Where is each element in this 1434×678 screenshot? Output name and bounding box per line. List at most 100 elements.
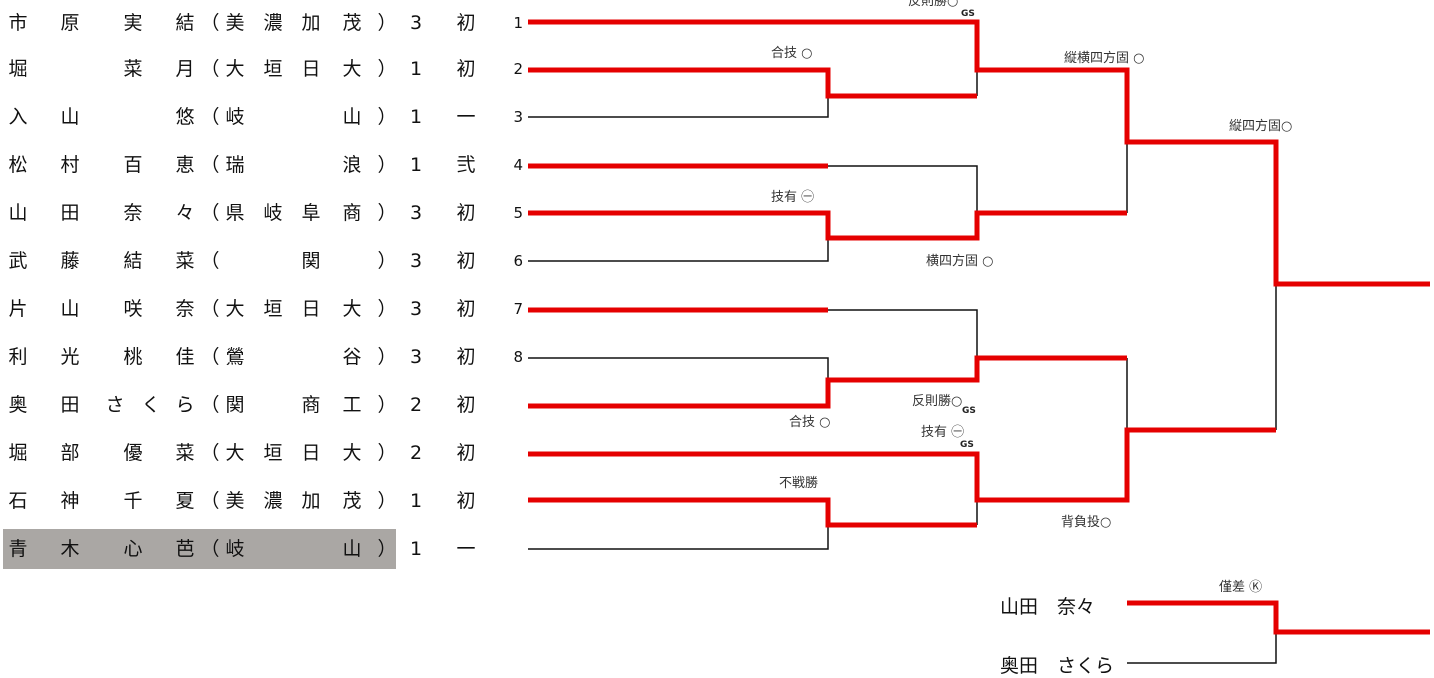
- school-name-char: 岐: [225, 106, 245, 128]
- given-name-char: 実: [123, 12, 143, 34]
- paren-close: ）: [377, 12, 397, 34]
- dan-rank: 初: [456, 58, 476, 80]
- grade: 1: [409, 106, 423, 128]
- school-name-char: 日: [301, 58, 321, 80]
- school-name-char: 日: [301, 442, 321, 464]
- bracket-line-loser: [528, 96, 829, 118]
- paren-close: ）: [377, 298, 397, 320]
- grade: 3: [409, 298, 423, 320]
- school-name-char: 大: [225, 298, 245, 320]
- draw-number: 6: [513, 252, 523, 270]
- bracket-line-winner: [528, 355, 1127, 409]
- family-name-char: 田: [60, 394, 80, 416]
- entrant-row: 奥 田 さくら（関 商工 ） 2 初: [0, 382, 520, 428]
- family-name-char: 村: [60, 154, 80, 176]
- dan-rank: 初: [456, 202, 476, 224]
- school-name-char: 山: [342, 106, 362, 128]
- entrant-row: 青 木 心 芭（岐 山 ） 1 一: [0, 526, 520, 572]
- school-name-char: 美: [225, 490, 245, 512]
- school-name-char: 濃: [263, 490, 283, 512]
- bracket-line-winner: [528, 67, 977, 99]
- given-name-char: 結: [123, 250, 143, 272]
- bracket-line-winner: [528, 427, 1276, 503]
- paren-close: ）: [377, 202, 397, 224]
- family-name-char: 藤: [60, 250, 80, 272]
- school-name-char: 工: [342, 394, 362, 416]
- result-label: 背負投○: [1061, 515, 1112, 530]
- draw-number: 2: [513, 60, 523, 78]
- bracket-line-loser: [528, 525, 829, 550]
- family-name-char: 利: [8, 346, 28, 368]
- given-name-char: 百: [123, 154, 143, 176]
- bracket-line-winner: [1127, 600, 1430, 635]
- paren-close: ）: [377, 538, 397, 560]
- family-name-char: 松: [8, 154, 28, 176]
- result-label: 縦横四方固 ○: [1064, 51, 1145, 66]
- given-name-char: 悠: [175, 106, 195, 128]
- paren-open: （: [200, 202, 220, 224]
- given-name-char: く: [141, 394, 161, 416]
- school-name-char: 垣: [263, 298, 283, 320]
- school-name-char: 関: [225, 394, 245, 416]
- school-name-char: 県: [225, 202, 245, 224]
- dan-rank: 初: [456, 298, 476, 320]
- family-name-char: 入: [8, 106, 28, 128]
- grade: 3: [409, 202, 423, 224]
- school-name-char: 山: [342, 538, 362, 560]
- entrant-row: 武 藤 結 菜（ 関 ） 3 初 6: [0, 238, 523, 284]
- result-label: 合技 ○: [789, 415, 831, 430]
- school-name-char: 瑞: [225, 154, 245, 176]
- family-name-char: 山: [8, 202, 28, 224]
- result-label: 技有 ㊀: [771, 190, 815, 205]
- family-name-char: 青: [8, 538, 28, 560]
- entrant-row: 片山咲奈（大垣日大） 3 初 7: [0, 286, 523, 332]
- school-name-char: 加: [301, 12, 321, 34]
- draw-number: 3: [513, 108, 523, 126]
- given-name-char: 芭: [175, 538, 195, 560]
- paren-close: ）: [377, 442, 397, 464]
- bracket-line-loser: [528, 357, 829, 380]
- family-name-char: 武: [8, 250, 28, 272]
- dan-rank: 初: [456, 346, 476, 368]
- school-name-char: 浪: [342, 154, 362, 176]
- entrant-row: 利 光 桃 佳（鶯 谷 ） 3 初 8: [0, 334, 523, 380]
- highlight-background: [3, 529, 396, 569]
- paren-close: ）: [377, 58, 397, 80]
- grade: 1: [409, 58, 423, 80]
- family-name-char: 神: [60, 490, 80, 512]
- school-name-char: 茂: [342, 490, 362, 512]
- entrant-row: 山 田 奈 々（県岐阜商 ） 3 初 5: [0, 190, 523, 236]
- given-name-char: 千: [123, 490, 143, 512]
- given-name-char: 奈: [175, 298, 195, 320]
- bracket-line-loser: [528, 238, 829, 262]
- result-label: 不戦勝: [779, 476, 819, 491]
- draw-number: 4: [513, 156, 523, 174]
- family-name-char: 山: [60, 298, 80, 320]
- family-name-char: 原: [60, 12, 80, 34]
- school-name-char: 岐: [225, 538, 245, 560]
- paren-open: （: [200, 442, 220, 464]
- paren-open: （: [200, 58, 220, 80]
- school-name-char: 美: [225, 12, 245, 34]
- paren-close: ）: [377, 250, 397, 272]
- given-name-char: 佳: [175, 346, 195, 368]
- school-name-char: 垣: [263, 58, 283, 80]
- given-name-char: 々: [175, 202, 195, 224]
- paren-open: （: [200, 12, 220, 34]
- bracket-line-loser: [1127, 632, 1277, 664]
- result-label: 僅差 Ⓚ: [1219, 580, 1263, 595]
- dan-rank: 初: [456, 442, 476, 464]
- school-name-char: 大: [342, 298, 362, 320]
- school-name-char: 関: [301, 250, 321, 272]
- golden-score-mark: GS: [960, 440, 974, 450]
- paren-open: （: [200, 154, 220, 176]
- entrant-row: 堀部優菜（大垣日大） 2 初: [0, 430, 520, 476]
- school-name-char: 谷: [342, 346, 362, 368]
- family-name-char: 光: [60, 346, 80, 368]
- family-name-char: 石: [8, 490, 28, 512]
- paren-open: （: [200, 538, 220, 560]
- given-name-char: 奈: [123, 202, 143, 224]
- family-name-char: 山: [60, 106, 80, 128]
- bracket-line-loser: [828, 165, 978, 213]
